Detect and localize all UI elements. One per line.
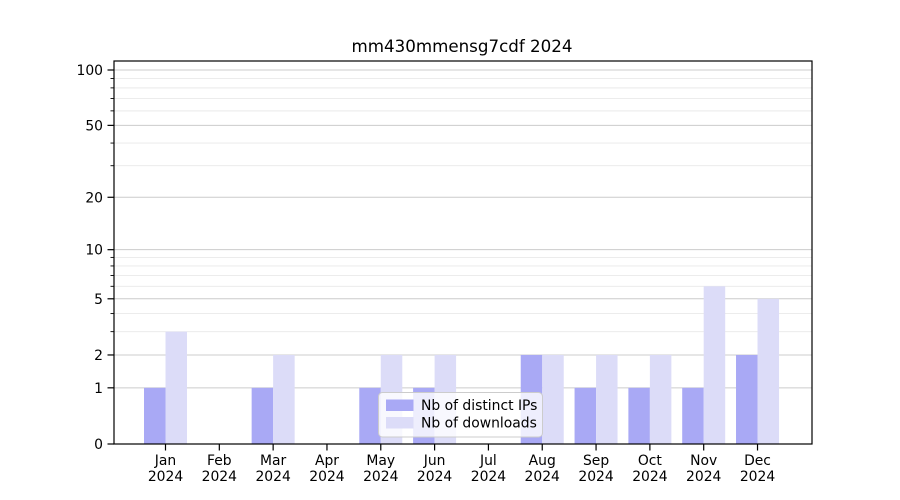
x-tick-year-label: 2024 [471, 469, 507, 485]
bar-downloads [649, 354, 672, 444]
x-tick-year-label: 2024 [740, 469, 776, 485]
axes-layer: 0125102050100Jan2024Feb2024Mar2024Apr202… [76, 60, 813, 485]
x-tick-year-label: 2024 [202, 469, 238, 485]
x-tick-month-label: Mar [260, 453, 286, 469]
bar-downloads [273, 354, 295, 444]
bar-downloads [596, 354, 618, 444]
bar-distinct-ips [682, 387, 704, 444]
x-tick-year-label: 2024 [578, 469, 614, 485]
y-tick-label: 20 [85, 190, 103, 206]
y-tick-label: 100 [76, 63, 103, 79]
y-tick-label: 1 [94, 381, 103, 397]
bar-distinct-ips [251, 387, 274, 444]
y-tick-label: 5 [94, 292, 103, 308]
x-tick-year-label: 2024 [686, 469, 722, 485]
x-tick-month-label: Oct [638, 453, 663, 469]
x-tick-month-label: May [366, 453, 395, 469]
y-tick-label: 50 [85, 118, 103, 134]
legend: Nb of distinct IPs Nb of downloads [378, 392, 543, 438]
x-tick-year-label: 2024 [525, 469, 561, 485]
x-tick-year-label: 2024 [309, 469, 345, 485]
bar-distinct-ips [574, 387, 597, 444]
y-tick-label: 0 [94, 437, 103, 453]
x-tick-year-label: 2024 [632, 469, 668, 485]
grid-minor-layer [114, 77, 812, 333]
x-tick-year-label: 2024 [363, 469, 399, 485]
bar-distinct-ips [736, 354, 758, 444]
x-tick-year-label: 2024 [255, 469, 291, 485]
bar-downloads [757, 298, 780, 444]
x-tick-month-label: Aug [529, 453, 556, 469]
chart-title: mm430mmensg7cdf 2024 [351, 36, 572, 56]
legend-box [378, 392, 543, 438]
legend-label: Nb of distinct IPs [421, 398, 537, 414]
x-tick-year-label: 2024 [417, 469, 453, 485]
x-tick-month-label: Jul [479, 453, 497, 469]
bar-downloads [165, 331, 187, 444]
x-tick-month-label: Jun [423, 453, 446, 469]
legend-label: Nb of downloads [421, 416, 537, 432]
y-tick-label: 10 [85, 243, 103, 259]
bar-downloads [703, 286, 726, 444]
legend-swatch [386, 399, 414, 411]
x-tick-month-label: Nov [690, 453, 717, 469]
legend-swatch [386, 417, 414, 429]
x-tick-month-label: Jan [154, 453, 176, 469]
x-tick-month-label: Feb [207, 453, 232, 469]
bar-downloads [542, 354, 564, 444]
x-tick-month-label: Sep [583, 453, 609, 469]
plot-border [113, 60, 813, 445]
bar-distinct-ips [359, 387, 381, 444]
x-tick-month-label: Apr [315, 453, 339, 469]
bar-distinct-ips [628, 387, 650, 444]
bar-distinct-ips [144, 387, 166, 444]
x-tick-month-label: Dec [744, 453, 771, 469]
y-tick-label: 2 [94, 348, 103, 364]
x-tick-year-label: 2024 [148, 469, 184, 485]
